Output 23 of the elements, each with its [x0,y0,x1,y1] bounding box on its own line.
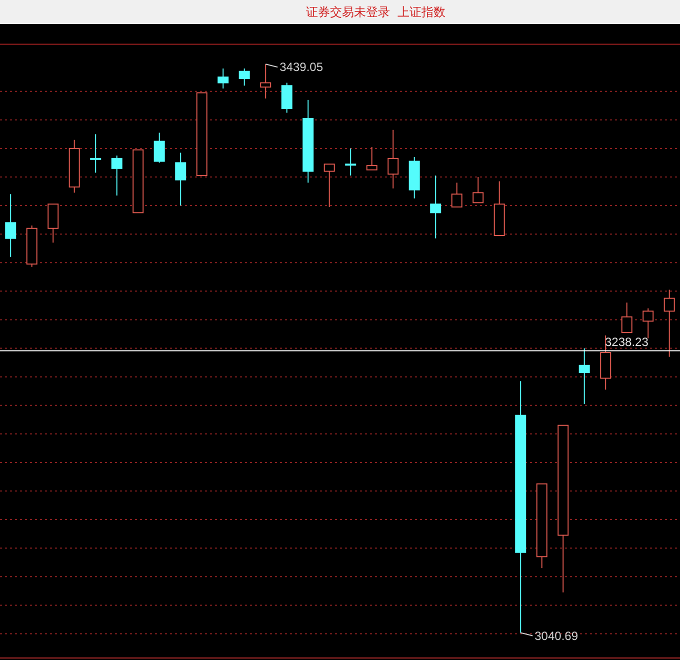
candlestick [388,129,399,189]
candlestick [111,155,122,196]
candlestick [175,152,186,206]
candlestick [430,175,442,239]
candlestick [281,82,292,114]
candlestick [664,289,675,358]
candlestick [238,68,250,86]
candlestick [90,134,102,174]
candlestick [5,194,16,258]
candlestick [345,148,356,176]
candlestick [366,146,378,170]
candlestick [218,68,229,89]
candlestick [154,132,165,164]
candlestick [642,308,654,339]
annotation: 3439.05 [280,60,324,74]
candlestick [324,164,335,208]
candlestick [472,176,484,204]
candlestick [621,302,632,334]
candlestick [578,348,590,404]
candlestick [260,64,272,99]
annotation: 3040.69 [534,628,578,643]
candlestick [451,182,462,208]
chart-title: 证券交易未登录 上证指数 [306,5,446,19]
